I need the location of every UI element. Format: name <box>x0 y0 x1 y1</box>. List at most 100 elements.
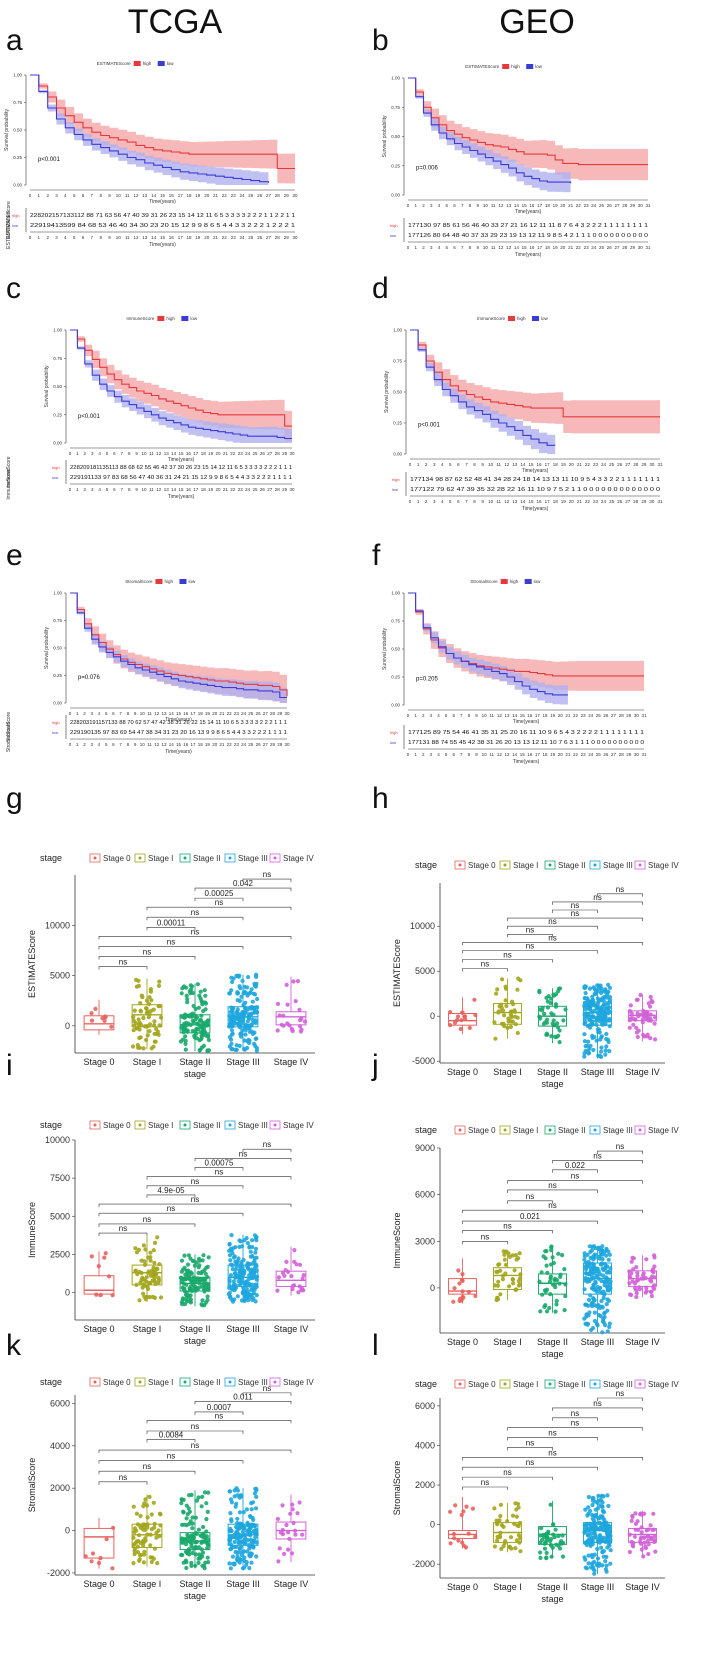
data-point <box>182 1265 187 1270</box>
data-point <box>238 1557 243 1562</box>
risk-label-high: high <box>392 477 400 482</box>
y-tick-label: 2500 <box>50 1249 70 1259</box>
comparison-bracket <box>462 1457 643 1461</box>
data-point <box>460 1289 465 1294</box>
comparison-bracket <box>146 1430 244 1434</box>
data-point <box>289 1551 295 1556</box>
data-point <box>188 991 193 996</box>
comparison-label: ns <box>215 1168 223 1177</box>
data-point <box>635 1034 640 1040</box>
data-point <box>141 1243 146 1248</box>
data-point <box>466 1531 471 1536</box>
km-curve-high <box>408 592 644 677</box>
data-point <box>495 1538 500 1543</box>
data-point <box>644 1528 649 1533</box>
legend-label: Stage 0 <box>103 854 131 863</box>
data-point <box>250 1286 255 1292</box>
data-point <box>599 1545 604 1550</box>
x-tick-label: 2 <box>83 711 86 716</box>
risk-label-high: high <box>390 730 398 735</box>
x-tick-label: 27 <box>614 203 620 208</box>
legend-swatch <box>499 1379 511 1389</box>
data-point <box>234 1047 239 1052</box>
risk-x-tick-label: 8 <box>473 499 476 504</box>
data-point <box>89 1011 94 1016</box>
risk-x-tick-label: 26 <box>617 499 623 504</box>
x-tick-label: 5 <box>449 462 452 467</box>
data-point <box>253 1262 258 1267</box>
data-point <box>241 1549 246 1554</box>
risk-x-tick-label: 12 <box>156 487 162 492</box>
data-point <box>254 1277 259 1282</box>
risk-x-tick-label: 29 <box>284 235 290 240</box>
data-point <box>155 1561 160 1566</box>
data-point <box>603 1012 608 1017</box>
data-point <box>643 1544 648 1549</box>
data-point <box>639 1547 644 1552</box>
x-tick-label: 25 <box>609 462 615 467</box>
data-point <box>297 1007 302 1012</box>
data-point <box>189 1544 194 1549</box>
x-tick-label: Stage II <box>179 1057 210 1067</box>
data-point <box>544 1556 549 1561</box>
data-point <box>131 1542 136 1547</box>
x-tick-label: 21 <box>223 451 229 456</box>
legend-swatch <box>589 1379 601 1389</box>
data-point <box>590 1565 596 1570</box>
data-point <box>640 1020 645 1025</box>
legend-label: Stage IV <box>648 1380 679 1389</box>
data-point <box>275 1028 280 1033</box>
data-point <box>280 1527 285 1533</box>
data-point <box>242 1555 247 1560</box>
data-point <box>596 998 602 1003</box>
comparison-bracket <box>98 936 292 940</box>
data-point <box>514 1257 519 1262</box>
data-point <box>544 1249 549 1254</box>
data-point <box>206 1490 211 1495</box>
data-point <box>544 1309 550 1314</box>
data-point <box>597 1254 602 1259</box>
data-point <box>204 1265 209 1270</box>
x-tick-label: 25 <box>596 713 602 718</box>
data-point <box>630 1543 635 1548</box>
risk-x-tick-label: 20 <box>569 499 575 504</box>
data-point <box>145 1033 150 1038</box>
data-point <box>583 1044 588 1049</box>
comparison-label: ns <box>143 1462 151 1471</box>
risk-x-tick-label: 20 <box>558 752 564 757</box>
legend-label: Stage IV <box>648 861 679 870</box>
data-point <box>508 1019 513 1024</box>
data-point <box>202 988 207 993</box>
data-point <box>227 1248 232 1253</box>
data-point <box>585 1533 591 1538</box>
data-point <box>301 1273 306 1278</box>
data-point <box>583 1048 588 1053</box>
data-point <box>586 1494 591 1500</box>
data-point <box>134 1528 139 1533</box>
legend-dot <box>93 856 97 860</box>
x-tick-label: 3 <box>91 451 94 456</box>
data-point <box>228 1547 233 1552</box>
data-point <box>459 1018 464 1023</box>
data-point <box>242 1298 247 1304</box>
data-point <box>230 1031 235 1036</box>
data-point <box>297 1024 303 1029</box>
legend-label: Stage I <box>513 861 538 870</box>
data-point <box>585 1279 590 1284</box>
legend-swatch <box>544 860 556 870</box>
data-point <box>627 1275 633 1280</box>
comparison-bracket <box>242 878 292 883</box>
x-tick-label: 29 <box>282 451 288 456</box>
data-point <box>196 1527 201 1532</box>
x-tick-label: 6 <box>457 462 460 467</box>
data-point <box>98 1555 103 1561</box>
data-point <box>645 1034 650 1039</box>
risk-x-tick-label: 24 <box>601 499 607 504</box>
data-point <box>143 1247 148 1252</box>
data-point <box>200 1028 205 1033</box>
comparison-label: 0.00075 <box>205 1158 234 1167</box>
data-point <box>156 1528 161 1533</box>
data-point <box>586 1303 591 1308</box>
data-point <box>200 1258 205 1263</box>
risk-label-high: high <box>390 223 398 228</box>
